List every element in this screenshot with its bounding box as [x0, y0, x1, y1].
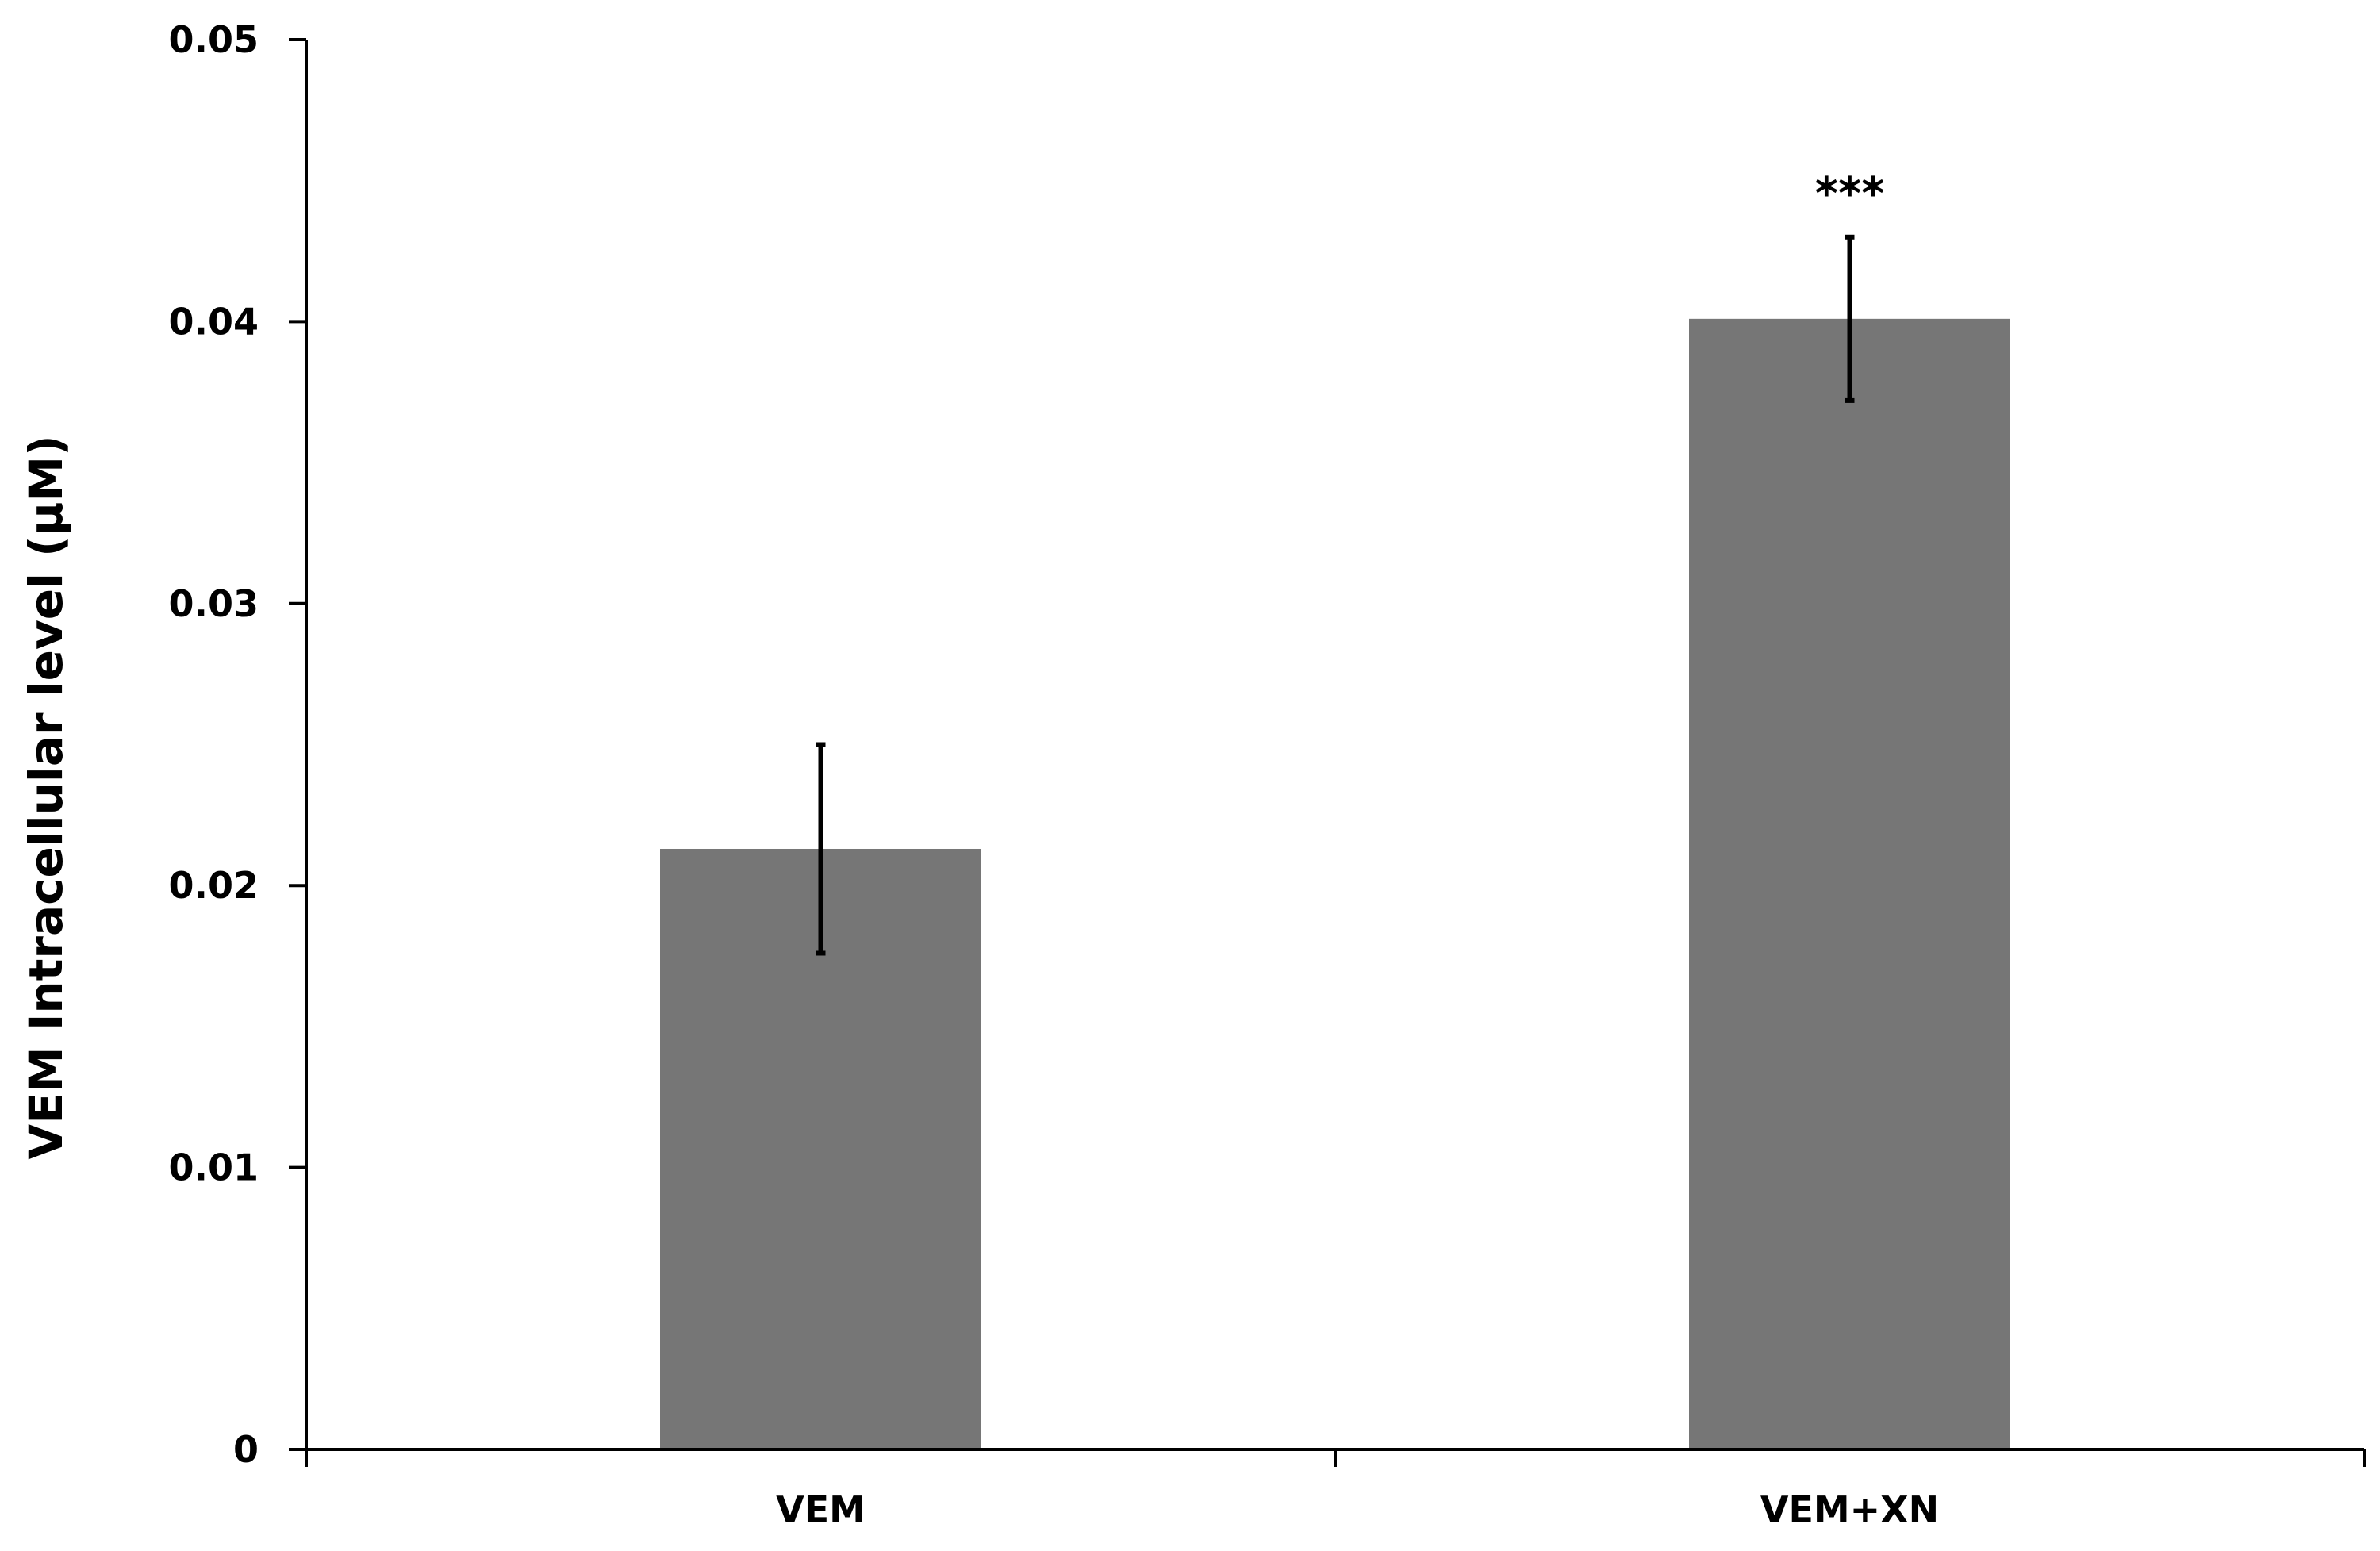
bar-1: [1689, 318, 2010, 1450]
y-tick-label-0: 0: [233, 1428, 259, 1471]
x-tick-label-1: VEM+XN: [1760, 1488, 1939, 1531]
y-tick-label-4: 0.04: [169, 300, 259, 343]
x-tick-label-0: VEM: [776, 1488, 866, 1531]
significance-label-1: ***: [1815, 168, 1885, 220]
y-tick-label-5: 0.05: [169, 18, 259, 61]
y-axis-title: VEM Intracellular level (μM): [19, 435, 73, 1159]
y-tick-label-2: 0.02: [169, 864, 259, 907]
y-tick-label-1: 0.01: [169, 1146, 259, 1189]
axes-layer: VEM VEM+XN 0 0.01 0.02 0.03 0.04 0.05: [169, 18, 2366, 1531]
bars-layer: ***: [660, 168, 2010, 1450]
y-tick-label-3: 0.03: [169, 582, 259, 625]
